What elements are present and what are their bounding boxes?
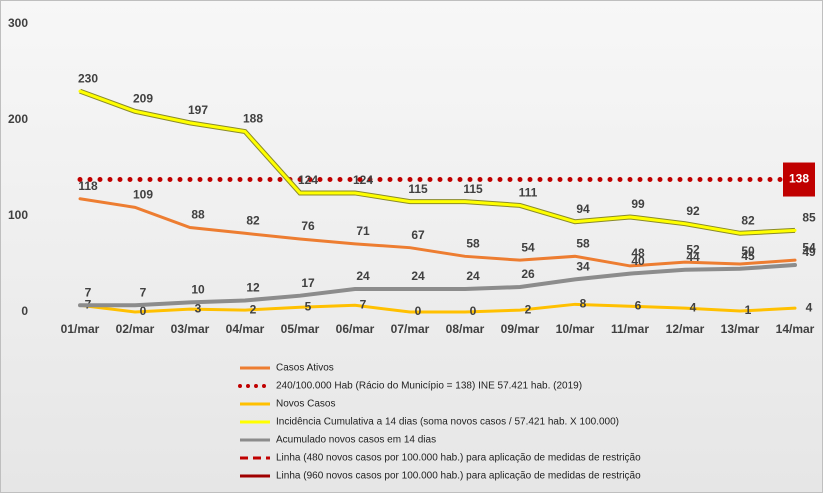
value-label: 138 bbox=[789, 172, 809, 186]
value-label: 58 bbox=[466, 236, 480, 250]
value-label: 48 bbox=[631, 246, 645, 260]
series-line bbox=[78, 89, 797, 235]
y-tick-label: 300 bbox=[8, 16, 28, 30]
legend-label: Incidência Cumulativa a 14 dias (soma no… bbox=[276, 417, 619, 428]
value-label: 118 bbox=[78, 179, 98, 193]
value-label: 124 bbox=[353, 173, 373, 187]
value-label: 124 bbox=[298, 173, 318, 187]
value-label: 24 bbox=[356, 269, 370, 283]
value-label-box bbox=[783, 162, 815, 197]
x-tick-label: 07/mar bbox=[391, 322, 430, 336]
value-label: 5 bbox=[305, 299, 312, 313]
value-label: 115 bbox=[463, 182, 483, 196]
value-label: 76 bbox=[301, 219, 315, 233]
x-tick-label: 02/mar bbox=[116, 322, 155, 336]
value-label: 3 bbox=[195, 301, 202, 315]
value-label: 40 bbox=[631, 254, 645, 268]
value-label: 8 bbox=[580, 296, 587, 310]
value-label: 34 bbox=[576, 260, 590, 274]
value-label: 17 bbox=[301, 276, 315, 290]
x-tick-label: 14/mar bbox=[776, 322, 815, 336]
value-label: 230 bbox=[78, 71, 98, 85]
value-label: 82 bbox=[246, 213, 260, 227]
value-label: 44 bbox=[686, 250, 700, 264]
value-label: 94 bbox=[576, 202, 590, 216]
value-label: 209 bbox=[133, 92, 153, 106]
value-label: 24 bbox=[466, 269, 480, 283]
value-label: 7 bbox=[140, 285, 147, 299]
value-label: 26 bbox=[521, 267, 535, 281]
value-label: 67 bbox=[411, 228, 425, 242]
x-tick-label: 01/mar bbox=[61, 322, 100, 336]
y-tick-label: 100 bbox=[8, 208, 28, 222]
value-label: 71 bbox=[356, 224, 370, 238]
series-line bbox=[78, 302, 797, 314]
value-label: 109 bbox=[133, 188, 153, 202]
value-label: 92 bbox=[686, 204, 700, 218]
x-tick-label: 13/mar bbox=[721, 322, 760, 336]
value-label: 2 bbox=[250, 302, 257, 316]
value-label: 6 bbox=[635, 298, 642, 312]
x-tick-label: 11/mar bbox=[611, 322, 649, 336]
value-label: 115 bbox=[408, 182, 428, 196]
legend-label: Novos Casos bbox=[276, 399, 335, 410]
value-label: 1 bbox=[745, 303, 752, 317]
y-tick-label: 200 bbox=[8, 112, 28, 126]
value-label: 188 bbox=[243, 112, 263, 126]
value-label: 52 bbox=[686, 242, 700, 256]
y-tick-label: 0 bbox=[21, 304, 28, 318]
value-label: 4 bbox=[806, 300, 813, 314]
value-label: 54 bbox=[802, 240, 816, 254]
x-tick-label: 09/mar bbox=[501, 322, 540, 336]
x-tick-label: 12/mar bbox=[666, 322, 705, 336]
x-tick-label: 05/mar bbox=[281, 322, 320, 336]
value-label: 197 bbox=[188, 103, 208, 117]
value-label: 24 bbox=[411, 269, 425, 283]
value-label: 54 bbox=[521, 240, 535, 254]
x-tick-label: 06/mar bbox=[336, 322, 375, 336]
value-label: 58 bbox=[576, 236, 590, 250]
legend-label: Linha (480 novos casos por 100.000 hab.)… bbox=[276, 453, 641, 464]
x-tick-label: 10/mar bbox=[556, 322, 595, 336]
series-line bbox=[78, 197, 797, 268]
value-label: 12 bbox=[246, 281, 260, 295]
value-label: 49 bbox=[802, 245, 816, 259]
value-label: 82 bbox=[741, 213, 755, 227]
legend-label: 240/100.000 Hab (Rácio do Município = 13… bbox=[276, 381, 582, 392]
series-line bbox=[78, 262, 797, 308]
value-label: 45 bbox=[741, 249, 755, 263]
value-label: 88 bbox=[191, 208, 205, 222]
value-label: 10 bbox=[191, 283, 205, 297]
value-label: 0 bbox=[470, 304, 477, 318]
value-label: 7 bbox=[360, 297, 367, 311]
legend-label: Casos Ativos bbox=[276, 363, 334, 374]
x-tick-label: 08/mar bbox=[446, 322, 485, 336]
x-tick-label: 04/mar bbox=[226, 322, 265, 336]
value-label: 4 bbox=[690, 300, 697, 314]
value-label: 111 bbox=[519, 186, 538, 200]
value-label: 2 bbox=[525, 302, 532, 316]
value-label: 0 bbox=[140, 304, 147, 318]
value-label: 0 bbox=[415, 304, 422, 318]
legend-label: Linha (960 novos casos por 100.000 hab.)… bbox=[276, 471, 641, 482]
value-label: 85 bbox=[802, 211, 816, 225]
value-label: 7 bbox=[85, 285, 92, 299]
legend-label: Acumulado novos casos em 14 dias bbox=[276, 435, 436, 446]
x-tick-label: 03/mar bbox=[171, 322, 210, 336]
value-label: 50 bbox=[741, 244, 755, 258]
value-label: 99 bbox=[631, 197, 645, 211]
